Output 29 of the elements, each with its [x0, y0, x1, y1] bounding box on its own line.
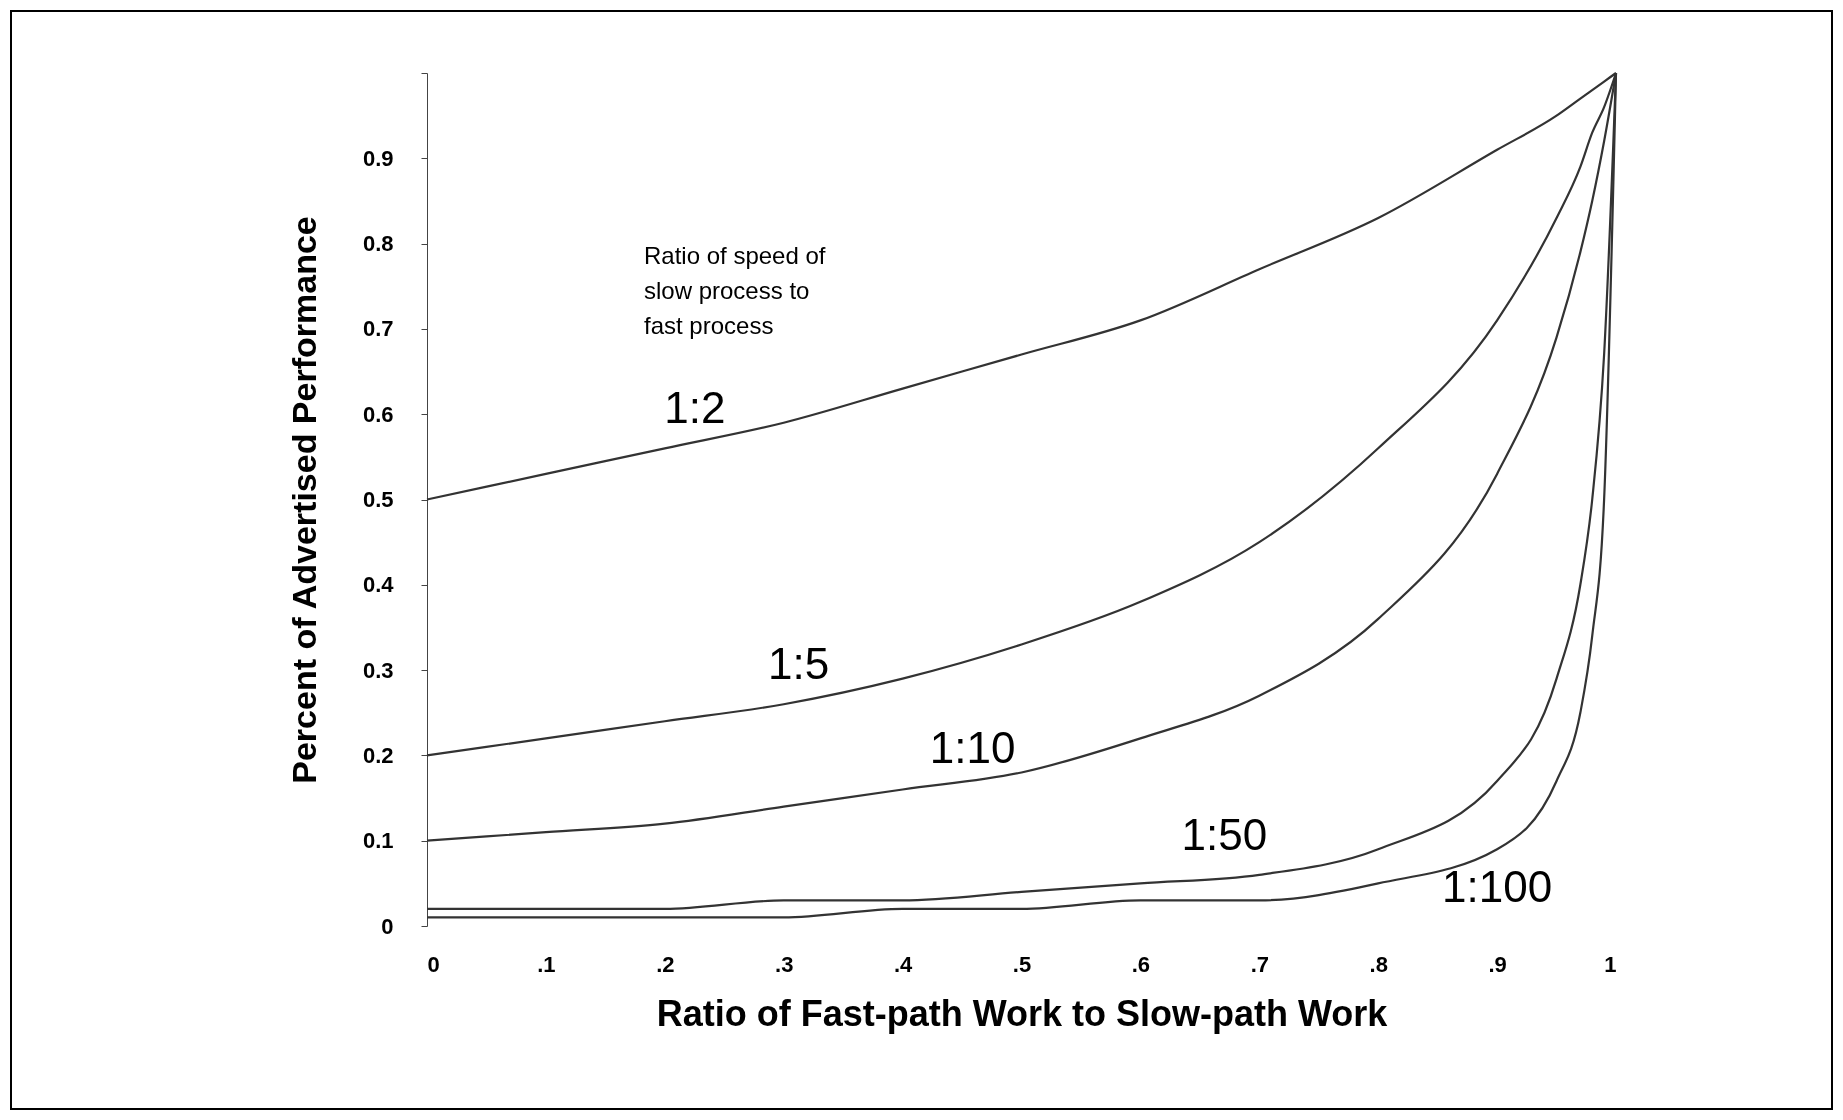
- x-tick-label: .7: [1250, 951, 1269, 977]
- x-tick-label: .9: [1488, 951, 1507, 977]
- annotation: Ratio of speed of slow process to fast process: [644, 242, 826, 339]
- series-label: 1:10: [929, 722, 1016, 772]
- y-tick-label: 0.1: [362, 828, 394, 854]
- x-tick-label: 1: [1604, 951, 1617, 977]
- x-tick-label: .8: [1369, 951, 1388, 977]
- x-tick-label: .4: [893, 951, 914, 977]
- y-tick-label: 0.7: [362, 316, 394, 342]
- y-tick-label: 0: [381, 913, 394, 939]
- y-tick-label: 0.3: [362, 657, 394, 683]
- y-axis-title: Percent of Advertised Performance: [284, 216, 323, 784]
- series-label: 1:100: [1442, 862, 1553, 912]
- x-tick-label: .6: [1131, 951, 1151, 977]
- x-tick-label: .1: [537, 951, 556, 977]
- y-tick-label: 0.6: [362, 401, 394, 427]
- x-axis-title: Ratio of Fast-path Work to Slow-path Work: [656, 992, 1389, 1034]
- y-tick-label: 0.4: [362, 572, 395, 598]
- x-tick-label: 0: [427, 951, 440, 977]
- series-label: 1:50: [1181, 809, 1268, 859]
- y-tick-label: 0.9: [362, 145, 394, 171]
- x-tick-label: .3: [775, 951, 794, 977]
- x-tick-label: .2: [656, 951, 675, 977]
- x-tick-label: .5: [1012, 951, 1032, 977]
- series-label: 1:2: [664, 383, 726, 433]
- y-tick-label: 0.2: [362, 742, 394, 768]
- y-tick-label: 0.8: [362, 231, 394, 257]
- y-tick-label: 0.5: [362, 487, 394, 512]
- series-label: 1:5: [768, 639, 830, 689]
